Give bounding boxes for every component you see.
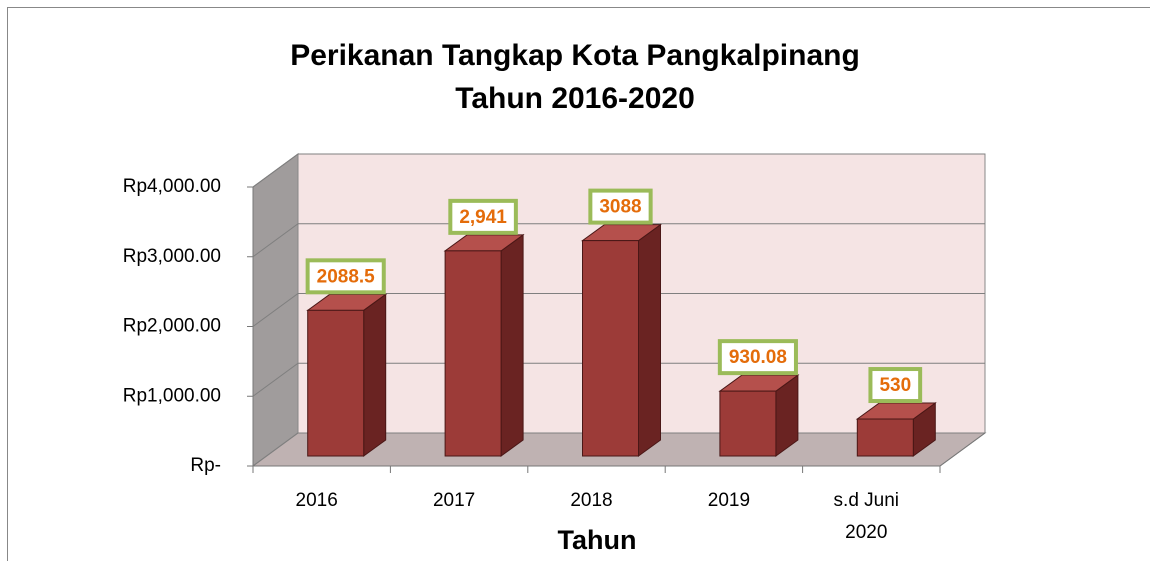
data-label-box [717, 339, 798, 376]
grid-line [252, 293, 985, 327]
x-tick-label: 2017 [433, 490, 475, 511]
bar [580, 223, 663, 457]
data-label-box [448, 198, 518, 235]
x-tick-label-line: 2020 [845, 522, 887, 543]
y-tick-label: Rp4,000.00 [123, 176, 221, 197]
data-label: 530 [879, 375, 911, 396]
bar-side [363, 293, 387, 457]
x-tick-label: s.d Juni 2020 [834, 490, 899, 543]
bar [855, 402, 937, 457]
grid-line [252, 223, 985, 258]
y-tick-label: Rp3,000.00 [123, 246, 221, 267]
bar-front [444, 250, 502, 457]
bar-side [500, 233, 524, 457]
chart-border [7, 7, 1150, 561]
x-tick-label: 2016 [296, 490, 338, 511]
bar [306, 293, 388, 457]
chart-title: Tahun 2016-2020 [455, 82, 695, 115]
bar [718, 374, 800, 457]
x-axis-title: Tahun [558, 525, 637, 555]
x-tick-label: 2019 [708, 490, 750, 511]
bar-front [307, 309, 365, 457]
bar-front [719, 390, 777, 457]
data-label-box [868, 367, 923, 404]
y-tick-label: Rp1,000.00 [123, 385, 221, 406]
x-tick-label: 2018 [570, 490, 612, 511]
data-label-box [588, 188, 653, 225]
data-label: 2088.5 [317, 266, 376, 287]
bar [443, 233, 525, 457]
x-tick-label-line: s.d Juni [834, 490, 899, 511]
x-axis-depth [939, 432, 986, 467]
data-label: 2,941 [459, 207, 507, 228]
data-label-box [305, 258, 386, 295]
bar-front [856, 418, 914, 457]
bar-side [638, 223, 661, 457]
y-tick-label: Rp2,000.00 [123, 316, 221, 337]
data-label: 930.08 [729, 347, 787, 368]
chart-title: Perikanan Tangkap Kota Pangkalpinang [290, 39, 860, 72]
data-label: 3088 [599, 197, 641, 218]
y-tick-label: Rp- [190, 455, 221, 476]
grid-line [252, 153, 985, 188]
bar-front [582, 240, 639, 457]
